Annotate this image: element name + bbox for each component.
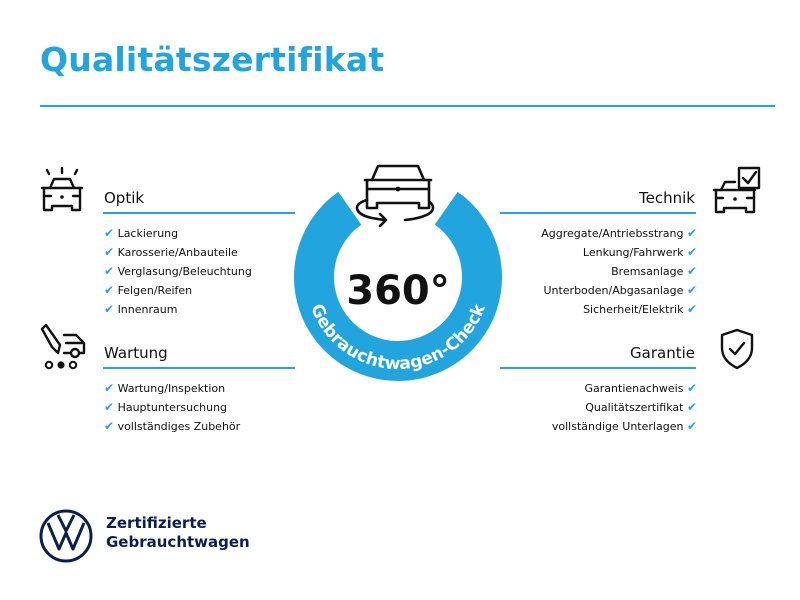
garantie-title: Garantie: [630, 344, 695, 362]
optik-title: Optik: [104, 189, 145, 207]
ring-arc: [294, 191, 502, 381]
page-title: Qualitätszertifikat: [40, 40, 385, 79]
list-item: Garantienachweis ✔: [584, 381, 697, 395]
garantie-list: Garantienachweis ✔ Qualitätszertifikat ✔…: [480, 379, 697, 436]
list-item: ✔ Hauptuntersuchung: [104, 400, 228, 414]
title-divider: [40, 105, 775, 107]
wartung-title: Wartung: [104, 344, 168, 362]
list-item: Sicherheit/Elektrik ✔: [583, 302, 697, 316]
list-item: vollständige Unterlagen ✔: [551, 419, 697, 433]
list-item: ✔ Wartung/Inspektion: [104, 381, 226, 395]
list-item: ✔ Innenraum: [104, 302, 178, 316]
check-icon: ✔: [686, 381, 697, 395]
check-icon: ✔: [104, 381, 115, 395]
check-icon: ✔: [104, 400, 115, 414]
optik-divider: [103, 212, 295, 214]
list-item: Unterboden/Abgasanlage ✔: [543, 283, 697, 297]
check-icon: ✔: [686, 264, 697, 278]
check-icon: ✔: [686, 226, 697, 240]
list-item: ✔ Verglasung/Beleuchtung: [104, 264, 252, 278]
list-item: ✔ Karosserie/Anbauteile: [104, 245, 238, 259]
car-checkbox-icon: [712, 166, 761, 214]
optik-list: ✔ Lackierung ✔ Karosserie/Anbauteile ✔ V…: [104, 224, 252, 319]
list-item: Bremsanlage ✔: [611, 264, 697, 278]
check-icon: ✔: [686, 302, 697, 316]
check-icon: ✔: [686, 245, 697, 259]
brand-text: Zertifizierte Gebrauchtwagen: [106, 514, 250, 551]
list-item: ✔ vollständiges Zubehör: [104, 419, 241, 433]
shield-check-icon: [720, 328, 754, 370]
wartung-list: ✔ Wartung/Inspektion ✔ Hauptuntersuchung…: [104, 379, 240, 436]
garantie-divider: [500, 367, 696, 369]
list-item: ✔ Felgen/Reifen: [104, 283, 193, 297]
list-item: Aggregate/Antriebsstrang ✔: [541, 226, 697, 240]
check-icon: ✔: [686, 419, 697, 433]
technik-title: Technik: [639, 189, 695, 207]
check-icon: ✔: [686, 400, 697, 414]
check-icon: ✔: [104, 302, 115, 316]
technik-list: Aggregate/Antriebsstrang ✔ Lenkung/Fahrw…: [480, 224, 697, 319]
car-lights-icon: [40, 166, 84, 212]
wartung-divider: [103, 367, 295, 369]
vw-logo: [39, 509, 93, 563]
list-item: ✔ Lackierung: [104, 226, 179, 240]
technik-divider: [500, 212, 696, 214]
check-icon: ✔: [104, 283, 115, 297]
check-icon: ✔: [104, 226, 115, 240]
check-icon: ✔: [104, 245, 115, 259]
check-icon: ✔: [104, 264, 115, 278]
list-item: Qualitätszertifikat ✔: [585, 400, 697, 414]
list-item: Lenkung/Fahrwerk ✔: [582, 245, 697, 259]
check-icon: ✔: [104, 419, 115, 433]
check-icon: ✔: [686, 283, 697, 297]
service-tools-icon: [40, 323, 86, 370]
degrees-label: 360°: [346, 268, 450, 314]
car-360-rotate-icon: [355, 164, 435, 228]
